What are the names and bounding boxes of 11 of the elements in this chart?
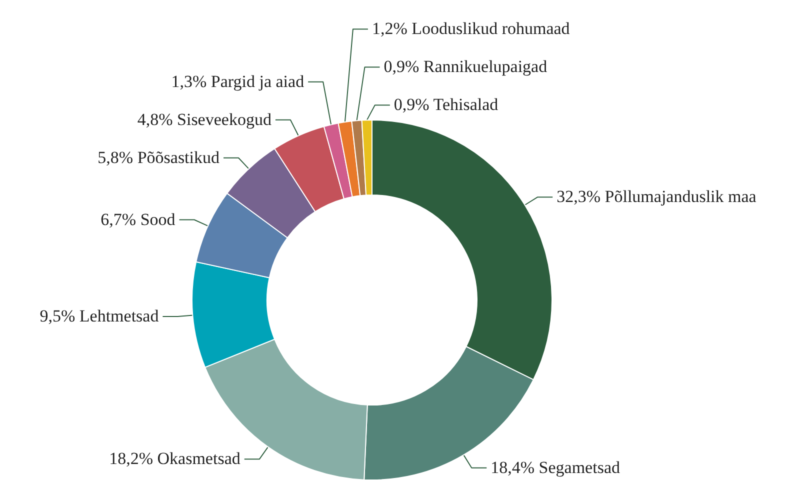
slice-label: 32,3% Põllumajanduslik maa	[556, 187, 757, 206]
slice-label: 6,7% Sood	[100, 210, 176, 229]
slice-label: 0,9% Rannikuelupaigad	[384, 57, 548, 76]
slice-label: 0,9% Tehisalad	[394, 95, 499, 114]
slice-label: 1,3% Pargid ja aiad	[171, 72, 305, 91]
slice-label: 5,8% Põõsastikud	[98, 148, 220, 167]
slice-label: 1,2% Looduslikud rohumaad	[372, 19, 570, 38]
slice-label: 18,2% Okasmetsad	[109, 449, 241, 468]
slice-label: 18,4% Segametsad	[490, 458, 620, 477]
slice-label: 4,8% Siseveekogud	[137, 110, 272, 129]
slice-label: 9,5% Lehtmetsad	[40, 306, 160, 326]
